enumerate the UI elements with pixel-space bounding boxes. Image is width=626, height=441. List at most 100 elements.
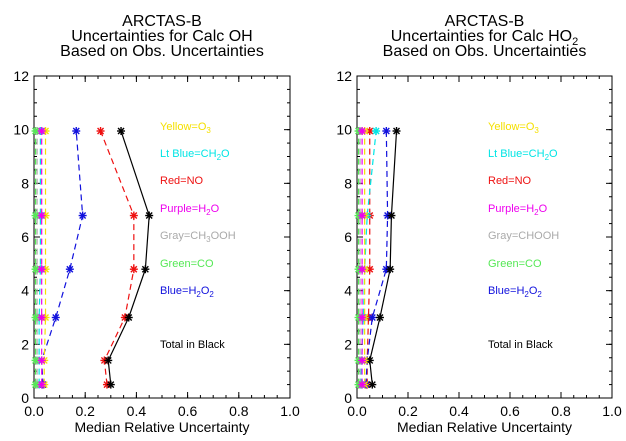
legend-text: Yellow=O: [160, 121, 207, 133]
legend-subscript: 2: [196, 290, 201, 299]
data-point: [37, 211, 46, 220]
data-point-stroke: [387, 212, 395, 220]
plot-frame: [356, 75, 613, 399]
data-point-stroke: [117, 127, 125, 135]
legend-text: Green=CO: [160, 258, 214, 270]
data-point-stroke: [366, 127, 374, 135]
y-tick-label: 0: [21, 390, 29, 406]
series-line: [41, 130, 84, 385]
data-point-stroke: [107, 381, 115, 389]
legend-text: Gray=CHOOH: [488, 230, 559, 242]
data-point: [368, 380, 377, 389]
x-tick-label: 0.4: [449, 403, 469, 419]
data-point-stroke: [358, 127, 366, 135]
data-point: [106, 380, 115, 389]
legend-text: Total in Black: [488, 339, 553, 351]
legend-text: Blue=H: [160, 285, 196, 297]
y-tick-label: 10: [13, 122, 29, 138]
series-line: [100, 130, 135, 385]
data-point-stroke: [141, 265, 149, 273]
data-point: [358, 313, 367, 322]
data-point-stroke: [130, 212, 138, 220]
data-point: [129, 265, 138, 274]
data-point-stroke: [130, 265, 138, 273]
legend-subscript: 2: [206, 208, 211, 217]
data-point-stroke: [32, 314, 40, 321]
series-line: [43, 131, 47, 385]
chart-title-line-1: ARCTAS-B: [122, 13, 202, 30]
data-point-stroke: [38, 265, 46, 273]
x-tick-label: 1.0: [280, 403, 300, 419]
data-point-stroke: [38, 381, 46, 389]
legend-subscript: 2: [217, 153, 222, 162]
data-point: [96, 127, 105, 136]
data-point: [117, 127, 126, 136]
data-point: [31, 127, 40, 136]
data-point: [392, 127, 401, 136]
legend-text: Lt Blue=CH: [160, 148, 217, 160]
data-point-stroke: [376, 314, 384, 321]
series-3: [365, 127, 401, 389]
legend-suffix: O: [201, 285, 210, 297]
legend-subscript: 3: [206, 235, 211, 244]
chart-title-line-3: Based on Obs. Uncertainties: [383, 43, 587, 60]
data-point: [51, 313, 60, 322]
data-point: [386, 265, 395, 274]
legend-subscript: 2: [209, 290, 214, 299]
data-point: [375, 313, 384, 322]
data-point: [72, 127, 81, 136]
data-point: [78, 211, 87, 220]
data-point: [37, 313, 46, 322]
data-point: [31, 380, 40, 389]
legend-subscript: 3: [206, 126, 211, 135]
legend-subscript: 2: [534, 208, 539, 217]
y-tick-label: 8: [21, 175, 29, 191]
data-point-stroke: [52, 314, 60, 321]
data-point-stroke: [38, 212, 46, 220]
data-point: [358, 356, 367, 365]
data-point-stroke: [66, 265, 74, 273]
legend-subscript: 3: [534, 126, 539, 135]
legend-entry-5: Gray=CH3OOH: [160, 230, 236, 244]
data-point-stroke: [358, 212, 366, 220]
data-point: [37, 265, 46, 274]
x-tick-label: 0.6: [178, 403, 198, 419]
data-point-stroke: [358, 314, 366, 321]
legend-text: Green=CO: [488, 258, 542, 270]
data-point-stroke: [32, 356, 40, 364]
chart-title-line-3: Based on Obs. Uncertainties: [60, 43, 264, 60]
legend-subscript: 2: [524, 290, 529, 299]
legend-entry-8: Total in Black: [160, 339, 225, 351]
data-point: [129, 211, 138, 220]
series-8: [37, 127, 46, 389]
series-line: [360, 130, 377, 385]
legend-suffix: O: [539, 203, 548, 215]
legend-suffix: O: [211, 203, 220, 215]
legend-entry-2: Lt Blue=CH2O: [160, 148, 230, 162]
y-tick-label: 6: [344, 229, 352, 245]
legend-entry-2: Lt Blue=CH2O: [488, 148, 558, 162]
y-tick-label: 8: [344, 175, 352, 191]
series-1: [96, 127, 138, 389]
data-point-stroke: [382, 127, 390, 135]
y-tick-label: 0: [344, 390, 352, 406]
data-point-stroke: [32, 127, 40, 135]
legend-text: Gray=CH: [160, 230, 206, 242]
data-point-stroke: [72, 127, 80, 135]
legend-entry-5: Gray=CHOOH: [488, 230, 559, 242]
x-tick-label: 0.8: [229, 403, 249, 419]
data-point: [37, 356, 46, 365]
data-point-stroke: [368, 381, 376, 389]
legend-entry-6: Green=CO: [488, 258, 542, 270]
data-point-stroke: [358, 381, 366, 389]
data-point: [358, 380, 367, 389]
legend-text: Blue=H: [488, 285, 524, 297]
legend-text: Purple=H: [160, 203, 206, 215]
data-point-stroke: [97, 127, 105, 135]
data-point-stroke: [366, 356, 374, 364]
legend-text: Total in Black: [160, 339, 225, 351]
series-line: [107, 130, 150, 385]
data-point: [37, 127, 46, 136]
